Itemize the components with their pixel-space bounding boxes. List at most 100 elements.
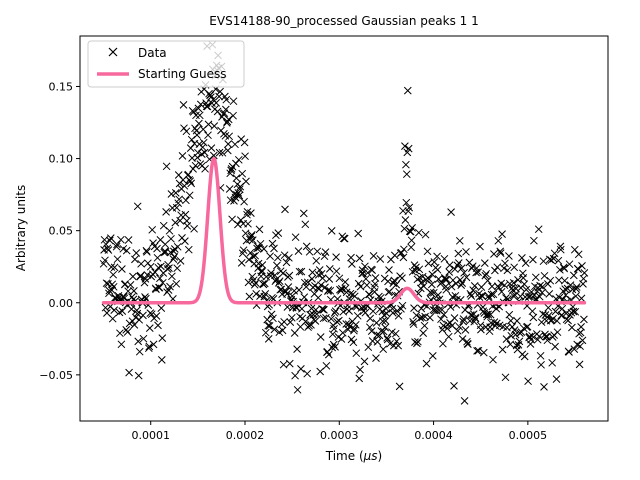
data-point-marker <box>354 229 363 238</box>
data-point-marker <box>204 131 212 140</box>
data-point-marker <box>455 322 464 331</box>
data-point-marker <box>549 314 557 323</box>
data-point-marker <box>526 292 534 301</box>
data-point-marker <box>232 159 240 168</box>
data-point-marker <box>250 280 259 289</box>
data-point-marker <box>261 328 270 337</box>
data-point-marker <box>260 245 268 253</box>
data-point-marker <box>295 286 303 294</box>
data-point-marker <box>345 307 353 315</box>
data-point-marker <box>113 255 122 264</box>
data-point-marker <box>418 313 427 322</box>
data-point-marker <box>560 276 569 285</box>
data-point-marker <box>337 335 346 343</box>
data-point-marker <box>189 108 198 116</box>
data-point-marker <box>279 360 288 369</box>
data-point-marker <box>172 203 181 212</box>
data-point-marker <box>313 247 322 256</box>
data-point-marker <box>507 331 516 340</box>
data-point-marker <box>148 225 157 234</box>
data-point-marker <box>245 255 253 264</box>
data-point-marker <box>441 275 450 284</box>
data-point-marker <box>477 325 485 334</box>
data-point-marker <box>326 286 335 295</box>
data-point-marker <box>247 209 255 217</box>
data-point-marker <box>578 262 586 270</box>
data-point-marker <box>210 122 219 130</box>
data-point-marker <box>547 256 556 264</box>
data-point-marker <box>491 266 499 275</box>
data-point-marker <box>484 310 493 319</box>
data-point-marker <box>505 252 513 260</box>
data-point-marker <box>318 274 327 282</box>
legend-marker-data <box>108 47 118 57</box>
data-point-marker <box>401 142 409 150</box>
data-point-marker <box>425 275 433 284</box>
data-point-marker <box>444 332 453 341</box>
data-point-marker <box>429 288 438 297</box>
data-point-marker <box>191 161 200 170</box>
data-point-marker <box>394 311 403 320</box>
data-point-marker <box>165 226 174 235</box>
data-point-marker <box>400 245 408 254</box>
data-point-marker <box>580 269 589 277</box>
data-point-marker <box>356 365 364 374</box>
data-point-marker <box>322 361 331 370</box>
data-point-marker <box>529 313 538 322</box>
data-point-marker <box>552 375 561 383</box>
data-point-marker <box>551 342 559 351</box>
data-point-marker <box>362 274 370 283</box>
data-point-marker <box>561 285 570 293</box>
data-point-marker <box>273 253 282 262</box>
data-point-marker <box>442 275 451 284</box>
data-point-marker <box>530 236 538 245</box>
data-point-marker <box>294 247 303 255</box>
data-point-marker <box>170 253 179 261</box>
data-point-marker <box>466 311 475 319</box>
data-point-marker <box>391 329 400 338</box>
data-point-marker <box>551 307 560 316</box>
data-point-marker <box>394 341 403 350</box>
data-point-marker <box>482 269 491 278</box>
data-point-marker <box>123 328 132 336</box>
data-point-marker <box>324 286 333 294</box>
data-point-marker <box>175 195 183 204</box>
data-point-marker <box>500 281 509 290</box>
data-point-marker <box>414 337 422 346</box>
data-point-marker <box>434 291 442 299</box>
data-point-marker <box>351 320 360 329</box>
data-point-marker <box>483 312 492 321</box>
data-point-marker <box>556 265 564 274</box>
data-point-marker <box>256 239 265 248</box>
data-point-marker <box>325 265 334 273</box>
data-point-marker <box>459 315 468 323</box>
data-point-marker <box>264 321 273 330</box>
data-point-marker <box>173 242 182 251</box>
data-point-marker <box>222 95 231 104</box>
data-point-marker <box>134 371 143 380</box>
data-point-marker <box>315 284 324 293</box>
y-tick-label: 0.05 <box>49 225 74 238</box>
data-point-marker <box>278 326 287 335</box>
data-point-marker <box>252 290 261 298</box>
data-point-marker <box>479 348 488 357</box>
data-point-marker <box>190 224 198 233</box>
data-point-marker <box>537 360 545 369</box>
data-point-marker <box>232 174 241 182</box>
data-point-marker <box>213 107 222 116</box>
data-point-marker <box>570 345 579 353</box>
data-point-marker <box>145 324 154 332</box>
data-point-marker <box>261 290 270 298</box>
data-point-marker <box>558 304 567 313</box>
data-point-marker <box>327 314 336 323</box>
data-point-marker <box>417 304 426 313</box>
data-point-marker <box>518 254 526 262</box>
data-point-marker <box>189 165 197 173</box>
data-point-marker <box>469 286 478 294</box>
data-point-marker <box>122 246 131 255</box>
data-point-marker <box>182 196 190 205</box>
data-point-marker <box>147 310 156 319</box>
data-point-marker <box>502 335 511 343</box>
data-point-marker <box>572 283 581 291</box>
data-point-marker <box>383 335 392 344</box>
